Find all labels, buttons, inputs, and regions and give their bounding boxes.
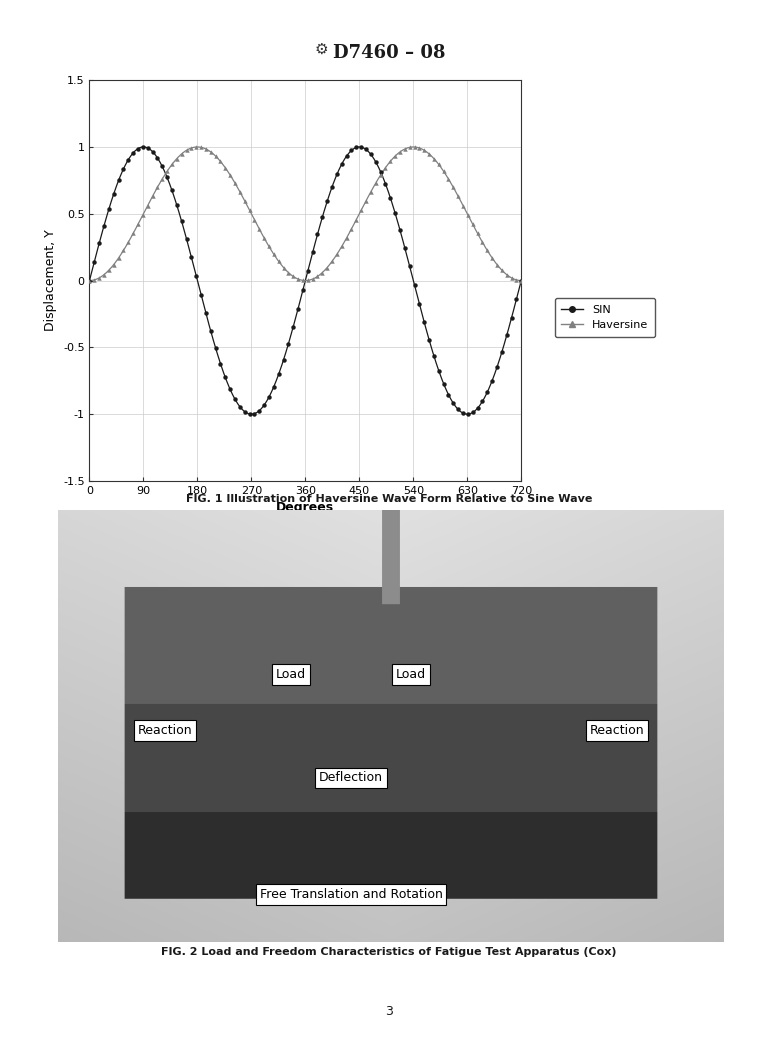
Text: Deflection: Deflection: [319, 771, 383, 785]
Text: FIG. 1 Illustration of Haversine Wave Form Relative to Sine Wave: FIG. 1 Illustration of Haversine Wave Fo…: [186, 494, 592, 505]
Text: Free Translation and Rotation: Free Translation and Rotation: [260, 888, 443, 902]
Text: 3: 3: [385, 1006, 393, 1018]
Text: Load: Load: [396, 667, 426, 681]
Text: Reaction: Reaction: [138, 723, 192, 737]
X-axis label: Degrees: Degrees: [276, 502, 335, 514]
Text: Load: Load: [276, 667, 307, 681]
Text: ⚙: ⚙: [314, 42, 328, 56]
Text: FIG. 2 Load and Freedom Characteristics of Fatigue Test Apparatus (Cox): FIG. 2 Load and Freedom Characteristics …: [161, 947, 617, 958]
Text: D7460 – 08: D7460 – 08: [333, 44, 445, 61]
Y-axis label: Displacement, Y: Displacement, Y: [44, 230, 58, 331]
Text: Reaction: Reaction: [590, 723, 644, 737]
Legend: SIN, Haversine: SIN, Haversine: [555, 298, 655, 337]
